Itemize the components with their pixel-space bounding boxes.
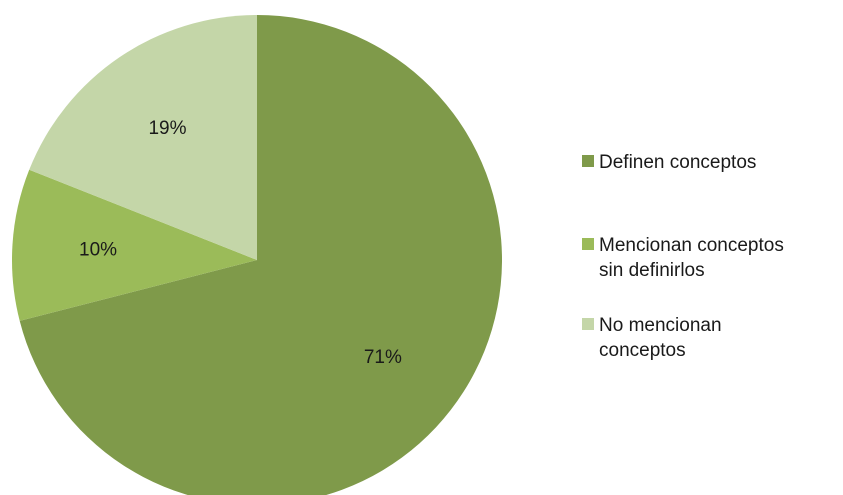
pie-slice-definen-conceptos: [19, 15, 502, 495]
legend-swatch-no-mencionan-conceptos: [582, 318, 594, 330]
pie-slice-no-mencionan-conceptos: [29, 15, 258, 260]
legend-label-definen-conceptos: Definen conceptos: [599, 152, 756, 173]
legend-label-mencionan-conceptos-sin-definirlos: Mencionan conceptos sin definirlos: [599, 235, 784, 281]
data-label-definen-conceptos: 71%: [364, 347, 402, 368]
data-label-mencionan-conceptos-sin-definirlos: 10%: [79, 240, 117, 261]
pie-slices: [12, 15, 502, 495]
legend-item-mencionan-conceptos-sin-definirlos: Mencionan conceptos sin definirlos: [582, 235, 784, 281]
data-labels: 71% 10% 19%: [79, 118, 402, 368]
data-label-no-mencionan-conceptos: 19%: [148, 118, 186, 139]
legend-label-no-mencionan-conceptos: No mencionan conceptos: [599, 315, 722, 361]
legend-swatch-mencionan-conceptos-sin-definirlos: [582, 238, 594, 250]
pie-slice-mencionan-conceptos-sin-definirlos: [12, 169, 257, 321]
legend-swatch-definen-conceptos: [582, 155, 594, 167]
legend-item-no-mencionan-conceptos: No mencionan conceptos: [582, 315, 722, 361]
legend-item-definen-conceptos: Definen conceptos: [582, 152, 756, 173]
legend: Definen conceptos Mencionan conceptos sin …: [582, 152, 784, 361]
